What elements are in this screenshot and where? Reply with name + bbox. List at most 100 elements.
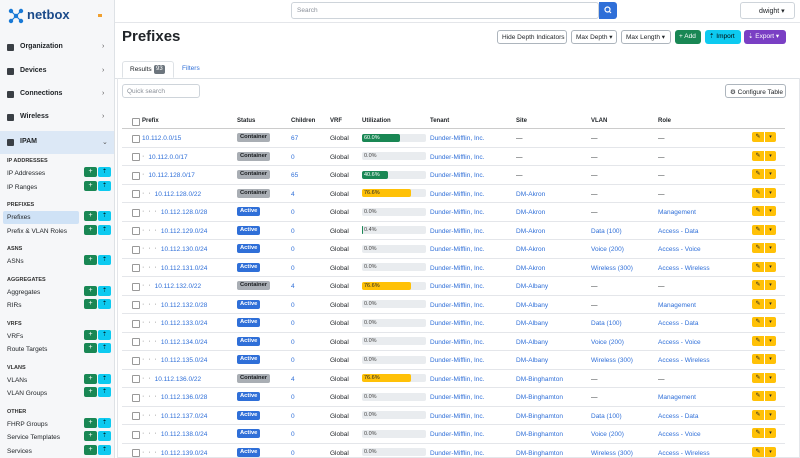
nav-item[interactable]: VLAN Groups	[7, 390, 48, 397]
children-cell[interactable]: 0	[291, 338, 295, 346]
toolbar-button[interactable]: ⇡ Import	[705, 30, 741, 44]
children-cell[interactable]: 0	[291, 264, 295, 272]
import-button[interactable]: ⇡	[98, 444, 111, 455]
add-button[interactable]: +	[84, 180, 97, 191]
site-cell[interactable]: DM-Binghamton	[516, 449, 563, 457]
toolbar-button[interactable]: Max Length ▾	[621, 30, 671, 44]
children-cell[interactable]: 67	[291, 135, 299, 142]
vlan-cell[interactable]: Data (100)	[591, 320, 622, 327]
prefix-link[interactable]: 10.112.137.0/24	[160, 412, 208, 420]
children-cell[interactable]: 0	[291, 394, 295, 401]
prefix-link[interactable]: 10.112.136.0/22	[154, 375, 202, 383]
role-cell[interactable]: Access - Data	[658, 320, 699, 327]
import-button[interactable]: ⇡	[98, 180, 111, 191]
prefix-link[interactable]: 10.112.132.0/22	[154, 283, 202, 290]
role-cell[interactable]: Access - Voice	[658, 431, 701, 438]
children-cell[interactable]: 0	[291, 449, 295, 457]
prefix-link[interactable]: 10.112.128.0/17	[148, 172, 195, 179]
site-cell[interactable]: DM-Binghamton	[516, 394, 563, 401]
edit-button[interactable]: ✎	[752, 187, 764, 198]
role-cell[interactable]: Management	[658, 209, 696, 216]
tenant-cell[interactable]: Dunder-Mifflin, Inc.	[430, 357, 485, 364]
add-button[interactable]: +	[84, 373, 97, 384]
site-cell[interactable]: DM-Akron	[516, 227, 546, 235]
add-button[interactable]: +	[84, 431, 97, 441]
children-cell[interactable]: 4	[291, 375, 295, 383]
add-button[interactable]: +	[84, 444, 97, 455]
tab-results[interactable]: Results 93	[122, 61, 174, 78]
action-dropdown[interactable]: ▾	[765, 391, 776, 401]
tenant-cell[interactable]: Dunder-Mifflin, Inc.	[430, 375, 485, 383]
nav-item[interactable]: RIRs	[7, 302, 22, 309]
import-button[interactable]: ⇡	[98, 211, 111, 221]
action-dropdown[interactable]: ▾	[765, 298, 776, 309]
edit-button[interactable]: ✎	[752, 428, 764, 438]
nav-item[interactable]: IP Ranges	[7, 183, 38, 191]
prefix-link[interactable]: 10.112.128.0/28	[160, 209, 208, 216]
quick-search[interactable]: Quick search	[122, 84, 200, 98]
menu-item[interactable]: Wireless ›	[0, 111, 114, 125]
children-cell[interactable]: 0	[291, 153, 295, 161]
import-button[interactable]: ⇡	[98, 329, 111, 340]
vlan-cell[interactable]: Voice (200)	[591, 338, 624, 346]
tenant-cell[interactable]: Dunder-Mifflin, Inc.	[430, 338, 485, 346]
edit-button[interactable]: ✎	[752, 169, 764, 179]
add-button[interactable]: +	[84, 167, 97, 177]
action-dropdown[interactable]: ▾	[765, 132, 776, 142]
import-button[interactable]: ⇡	[98, 285, 111, 296]
import-button[interactable]: ⇡	[98, 255, 111, 265]
nav-item[interactable]: Aggregates	[7, 288, 41, 296]
edit-button[interactable]: ✎	[752, 280, 764, 290]
action-dropdown[interactable]: ▾	[765, 150, 776, 161]
site-cell[interactable]: DM-Akron	[516, 264, 546, 272]
edit-button[interactable]: ✎	[752, 317, 764, 327]
children-cell[interactable]: 0	[291, 246, 295, 253]
nav-item[interactable]: Services	[7, 447, 32, 455]
row-checkbox[interactable]	[132, 171, 140, 180]
edit-button[interactable]: ✎	[752, 261, 764, 272]
import-button[interactable]: ⇡	[98, 373, 111, 384]
edit-button[interactable]: ✎	[752, 132, 764, 142]
children-cell[interactable]: 4	[291, 283, 295, 290]
children-cell[interactable]: 65	[291, 172, 299, 179]
tenant-cell[interactable]: Dunder-Mifflin, Inc.	[430, 264, 485, 272]
toolbar-button[interactable]: Hide Depth Indicators	[497, 30, 567, 44]
prefix-link[interactable]: 10.112.129.0/24	[160, 227, 208, 235]
vlan-cell[interactable]: Voice (200)	[591, 431, 624, 438]
role-cell[interactable]: Access - Voice	[658, 246, 701, 253]
toolbar-button[interactable]: Max Depth ▾	[571, 30, 617, 44]
role-cell[interactable]: Management	[658, 394, 696, 401]
children-cell[interactable]: 0	[291, 227, 295, 235]
prefix-link[interactable]: 10.112.130.0/24	[160, 246, 208, 253]
toolbar-button[interactable]: ⇣ Export ▾	[744, 30, 786, 44]
row-checkbox[interactable]	[132, 190, 140, 198]
children-cell[interactable]: 4	[291, 190, 295, 198]
site-cell[interactable]: DM-Binghamton	[516, 431, 563, 438]
configure-table-button[interactable]: ⚙ Configure Table	[725, 84, 786, 98]
action-dropdown[interactable]: ▾	[765, 224, 776, 235]
row-checkbox[interactable]	[132, 412, 140, 420]
site-cell[interactable]: DM-Albany	[516, 338, 549, 346]
add-button[interactable]: +	[84, 387, 97, 397]
edit-button[interactable]: ✎	[752, 206, 764, 216]
nav-item[interactable]: VLANs	[7, 376, 28, 384]
site-cell[interactable]: DM-Binghamton	[516, 412, 563, 420]
action-dropdown[interactable]: ▾	[765, 187, 776, 198]
action-dropdown[interactable]: ▾	[765, 372, 776, 383]
row-checkbox[interactable]	[132, 430, 140, 439]
row-checkbox[interactable]	[132, 301, 140, 309]
nav-item[interactable]: ASNs	[7, 258, 24, 265]
tenant-cell[interactable]: Dunder-Mifflin, Inc.	[430, 190, 485, 198]
tenant-cell[interactable]: Dunder-Mifflin, Inc.	[430, 431, 485, 438]
action-dropdown[interactable]: ▾	[765, 409, 776, 420]
import-button[interactable]: ⇡	[98, 417, 111, 428]
import-button[interactable]: ⇡	[98, 167, 111, 177]
nav-item[interactable]: Service Templates	[7, 434, 60, 441]
add-button[interactable]: +	[84, 329, 97, 340]
tenant-cell[interactable]: Dunder-Mifflin, Inc.	[430, 283, 485, 290]
row-checkbox[interactable]	[132, 227, 140, 235]
tenant-cell[interactable]: Dunder-Mifflin, Inc.	[430, 172, 485, 179]
action-dropdown[interactable]: ▾	[765, 280, 776, 290]
children-cell[interactable]: 0	[291, 320, 295, 327]
children-cell[interactable]: 0	[291, 412, 295, 420]
